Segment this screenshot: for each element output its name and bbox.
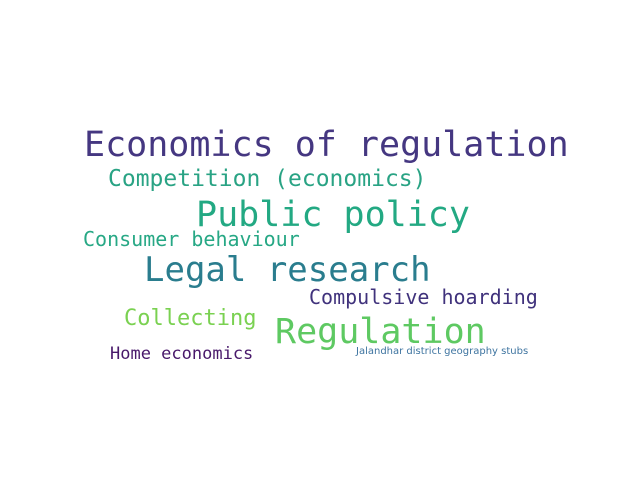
- word-regulation: Regulation: [275, 312, 486, 352]
- word-competition-economics: Competition (economics): [108, 166, 427, 192]
- word-economics-of-regulation: Economics of regulation: [84, 125, 569, 165]
- word-home-economics: Home economics: [110, 344, 254, 364]
- word-legal-research: Legal research: [144, 250, 431, 290]
- word-consumer-behaviour: Consumer behaviour: [83, 227, 300, 251]
- word-compulsive-hoarding: Compulsive hoarding: [309, 285, 538, 309]
- word-jalandhar-district-geography-stubs: Jalandhar district geography stubs: [356, 346, 529, 357]
- word-public-policy: Public policy: [196, 195, 470, 235]
- word-collecting: Collecting: [124, 306, 257, 331]
